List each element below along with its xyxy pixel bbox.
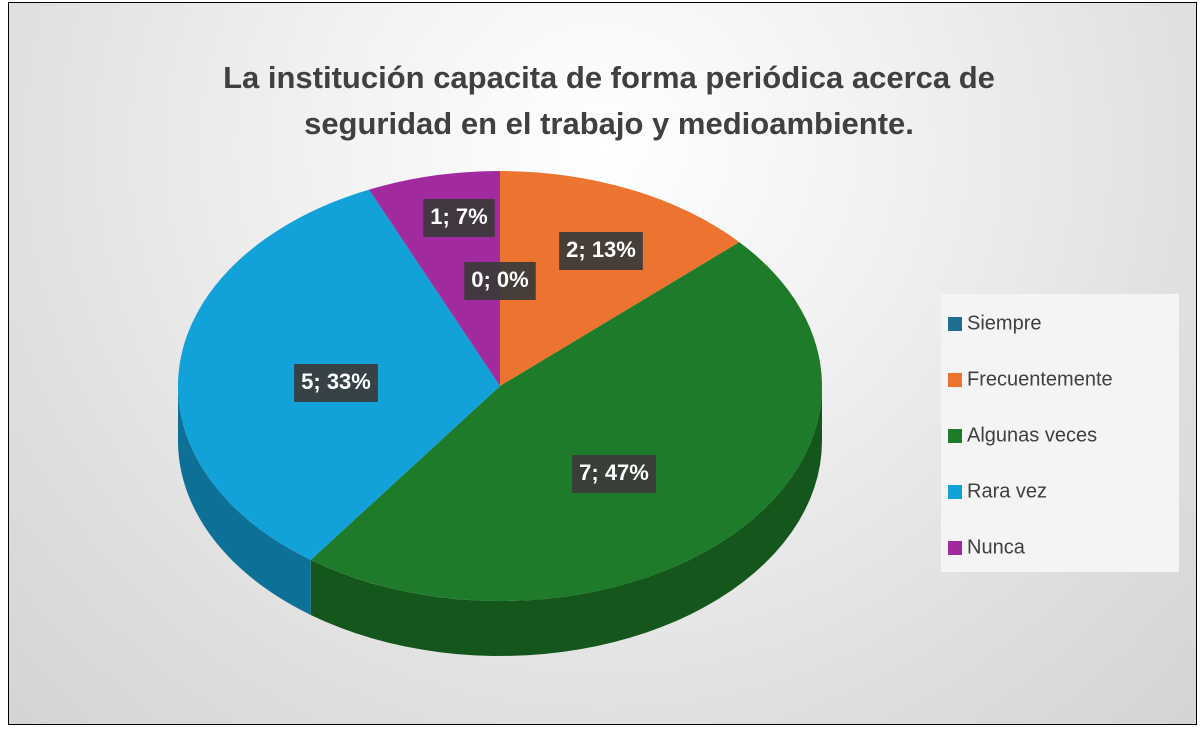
data-label: 0; 0% <box>464 262 536 300</box>
legend-swatch <box>948 541 962 555</box>
legend-label: Frecuentemente <box>967 368 1113 390</box>
legend-swatch <box>948 317 962 331</box>
pie-side <box>178 386 311 615</box>
data-label-text: 7; 47% <box>579 460 649 485</box>
chart-frame: La institución capacita de forma periódi… <box>8 2 1197 725</box>
chart-title: La institución capacita de forma periódi… <box>223 60 995 141</box>
data-label-box <box>294 364 378 402</box>
legend-box <box>941 294 1179 572</box>
legend-label: Rara vez <box>967 480 1047 502</box>
legend-label: Nunca <box>967 536 1026 558</box>
data-label-text: 2; 13% <box>566 237 636 262</box>
data-label-box <box>423 199 495 237</box>
data-label-text: 0; 0% <box>471 267 528 292</box>
legend-swatch <box>948 373 962 387</box>
data-label: 1; 7% <box>423 199 495 237</box>
data-label-box <box>559 232 643 270</box>
data-label-text: 5; 33% <box>301 369 371 394</box>
pie-slice <box>500 171 740 386</box>
data-label: 2; 13% <box>559 232 643 270</box>
legend-swatch <box>948 485 962 499</box>
chart: 0; 0% 2; 13% 7; 47% 5; 33% 1; 7% Siempre Frecu… <box>177 171 1179 656</box>
legend-label: Algunas veces <box>967 424 1097 446</box>
data-label-box <box>572 455 656 493</box>
data-label-text: 1; 7% <box>430 204 487 229</box>
pie-slice <box>310 242 823 602</box>
pie-side <box>310 386 822 656</box>
data-label: 7; 47% <box>572 455 656 493</box>
legend-label: Siempre <box>967 312 1041 334</box>
legend-swatch <box>948 429 962 443</box>
data-label-box <box>464 262 536 300</box>
data-label: 5; 33% <box>294 364 378 402</box>
